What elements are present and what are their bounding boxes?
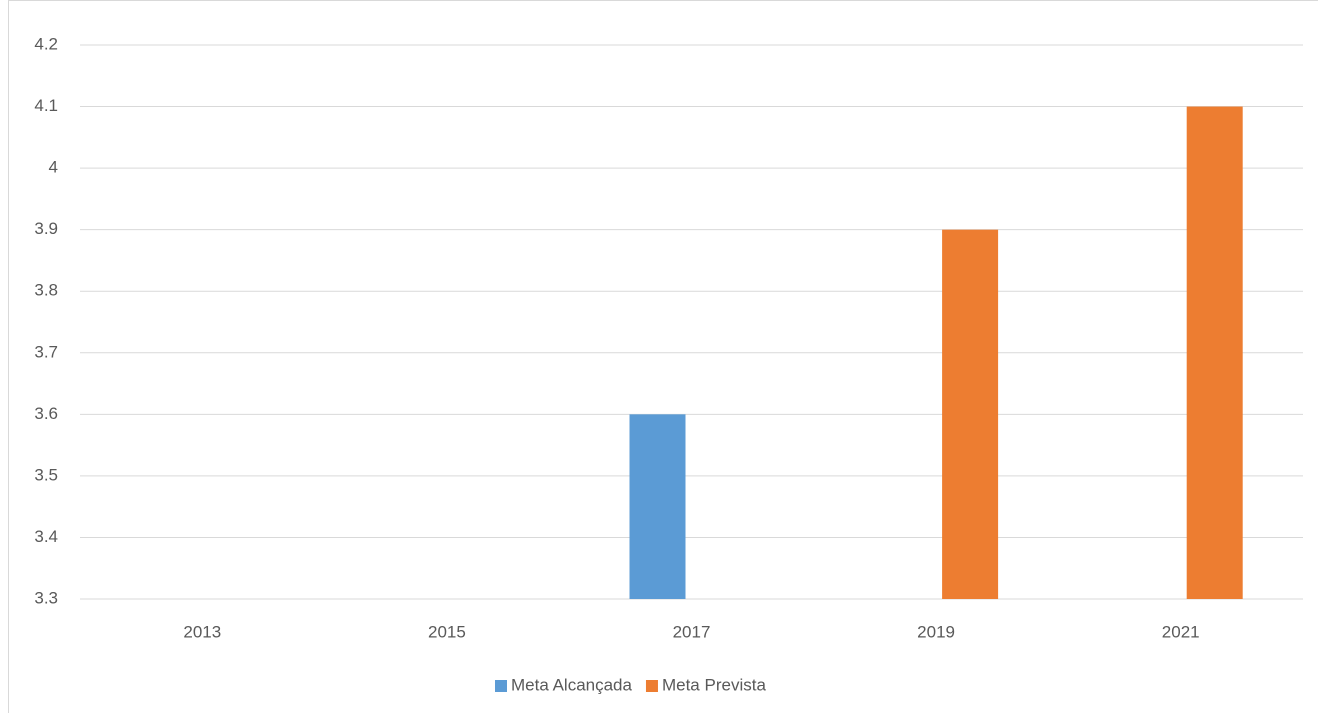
y-tick-label: 3.6 [34, 404, 58, 423]
x-tick-label: 2021 [1162, 622, 1200, 641]
bar [942, 229, 999, 599]
y-tick-label: 4.1 [34, 96, 58, 115]
y-tick-label: 3.8 [34, 281, 58, 300]
bar [1186, 106, 1243, 600]
y-tick-label: 3.3 [34, 588, 58, 607]
legend-label: Meta Prevista [662, 675, 766, 694]
x-tick-label: 2013 [183, 622, 221, 641]
y-tick-label: 4 [49, 158, 58, 177]
y-tick-label: 3.7 [34, 342, 58, 361]
x-tick-label: 2015 [428, 622, 466, 641]
y-tick-label: 3.5 [34, 465, 58, 484]
bar [629, 414, 686, 599]
legend-swatch [495, 680, 507, 692]
x-tick-label: 2017 [673, 622, 711, 641]
y-tick-label: 3.9 [34, 219, 58, 238]
legend-label: Meta Alcançada [511, 675, 633, 694]
legend-swatch [645, 680, 658, 692]
y-tick-label: 4.2 [34, 34, 58, 53]
x-tick-label: 2019 [917, 622, 955, 641]
chart-frame [8, 0, 1318, 713]
y-tick-label: 3.4 [34, 527, 58, 546]
